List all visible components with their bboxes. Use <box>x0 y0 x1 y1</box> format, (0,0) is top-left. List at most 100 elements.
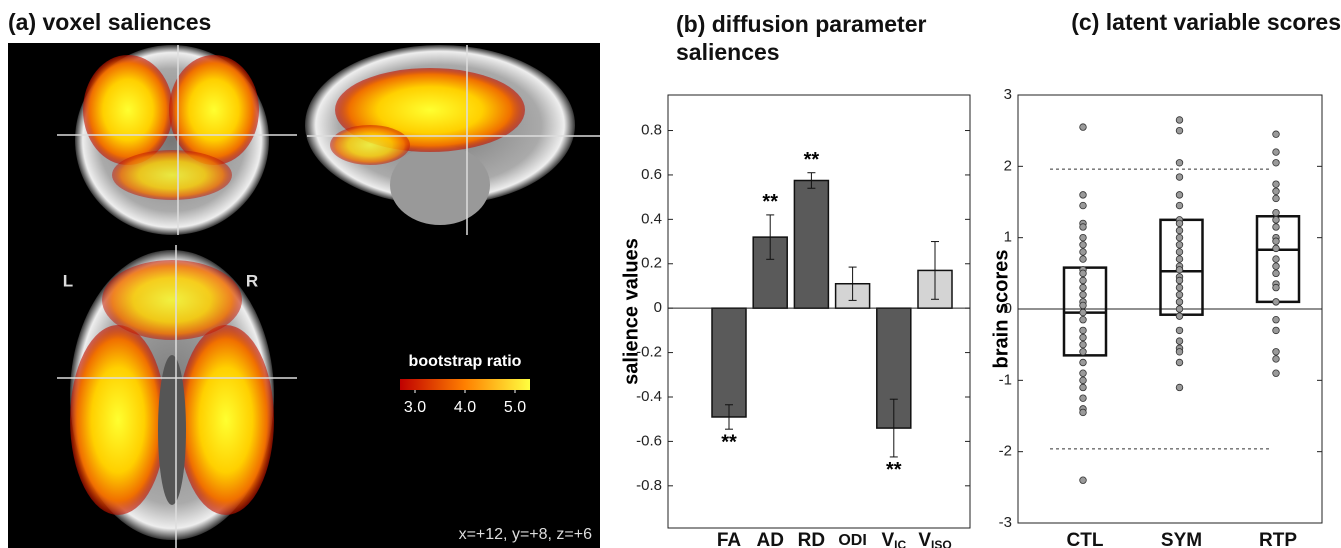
data-point <box>1079 123 1087 131</box>
data-point <box>1272 223 1280 231</box>
data-point <box>1079 269 1087 278</box>
data-point <box>1272 355 1280 363</box>
category-label: FA <box>717 530 742 548</box>
data-point <box>1175 298 1184 306</box>
data-point <box>1079 394 1087 402</box>
data-point <box>1175 255 1184 263</box>
data-point <box>1079 191 1087 199</box>
plot-frame <box>667 94 971 529</box>
data-point <box>1079 233 1087 242</box>
plot-frame <box>1017 94 1323 524</box>
x-tick-label: RD <box>798 530 825 548</box>
data-point <box>1079 308 1087 317</box>
data-point <box>1079 326 1087 335</box>
data-point <box>1175 312 1184 320</box>
y-tick-label: -0.2 <box>636 344 662 361</box>
data-point <box>1079 223 1087 231</box>
crosshairs <box>57 45 600 548</box>
data-point <box>1272 208 1280 217</box>
x-tick-label: ODI <box>838 532 866 548</box>
data-point <box>1175 201 1184 210</box>
x-tick-label: RTP <box>1259 530 1297 548</box>
y-tick-label: 2 <box>1004 157 1012 174</box>
bar <box>711 307 747 418</box>
significance-label: ** <box>762 191 778 213</box>
colorbar-tick-label: 3.0 <box>404 399 426 416</box>
data-point <box>1272 159 1280 167</box>
data-point <box>1272 216 1280 224</box>
panel-b-title: (b) diffusion parameter saliences <box>676 11 927 65</box>
bar <box>793 179 830 309</box>
data-point <box>1175 348 1184 356</box>
category-label: V <box>881 530 894 548</box>
y-tick-label: 0 <box>1004 300 1012 317</box>
y-tick-label: -3 <box>999 514 1012 531</box>
x-tick-label: CTL <box>1067 530 1104 548</box>
data-point <box>1175 241 1184 249</box>
data-point <box>1175 226 1184 235</box>
y-tick-label: -0.6 <box>636 432 662 449</box>
data-point <box>1175 116 1184 124</box>
y-tick-label: 0.8 <box>641 121 662 138</box>
y-tick-label: 3 <box>1004 86 1012 103</box>
data-point <box>1175 233 1184 242</box>
colorbar-tick-label: 4.0 <box>454 399 476 416</box>
data-point <box>1272 269 1280 278</box>
data-point <box>1175 291 1184 299</box>
data-point <box>1175 358 1184 367</box>
data-point <box>1079 248 1087 256</box>
category-label: ODI <box>838 532 866 548</box>
category-label: RD <box>798 530 825 548</box>
y-tick-label: 0.4 <box>641 210 662 227</box>
data-point <box>1272 180 1280 188</box>
data-point <box>1079 276 1087 285</box>
data-point <box>1079 201 1087 210</box>
x-tick-label: VIC <box>881 530 906 548</box>
category-subscript: IC <box>894 538 906 548</box>
data-point <box>1079 241 1087 249</box>
data-point <box>1079 476 1087 484</box>
y-tick-label: 0.6 <box>641 166 662 183</box>
y-tick-label: -2 <box>999 443 1012 460</box>
data-point <box>1079 369 1087 377</box>
data-point <box>1272 316 1280 324</box>
data-point <box>1175 283 1184 292</box>
data-point <box>1272 130 1280 138</box>
data-point <box>1272 298 1280 306</box>
category-label: AD <box>756 530 783 548</box>
y-tick-label: -0.4 <box>636 388 662 405</box>
data-point <box>1175 276 1184 285</box>
y-tick-label: 1 <box>1004 229 1012 246</box>
data-point <box>1175 248 1184 256</box>
category-subscript: ISO <box>931 538 952 548</box>
data-point <box>1272 326 1280 335</box>
data-point <box>1175 191 1184 199</box>
y-tick-label: -1 <box>999 371 1012 388</box>
data-point <box>1272 348 1280 356</box>
data-point <box>1175 159 1184 167</box>
y-axis-label: salience values <box>620 238 642 385</box>
data-point <box>1175 383 1184 392</box>
colorbar <box>400 379 530 390</box>
coordinates: x=+12, y=+8, z=+6 <box>459 526 593 543</box>
data-point <box>1079 333 1087 342</box>
x-tick-label: FA <box>717 530 742 548</box>
y-tick-label: 0 <box>654 299 662 316</box>
data-point <box>1175 305 1184 313</box>
data-point <box>1272 283 1280 292</box>
significance-label: ** <box>886 459 902 481</box>
data-point <box>1272 194 1280 203</box>
data-point <box>1175 126 1184 135</box>
category-label: V <box>918 530 931 548</box>
data-point <box>1272 369 1280 377</box>
data-point <box>1079 255 1087 263</box>
data-point <box>1175 326 1184 335</box>
data-point <box>1079 291 1087 299</box>
data-point <box>1079 408 1087 417</box>
colorbar-title: bootstrap ratio <box>409 353 522 370</box>
data-point <box>1272 237 1280 245</box>
data-point <box>1079 358 1087 367</box>
data-point <box>1079 316 1087 324</box>
